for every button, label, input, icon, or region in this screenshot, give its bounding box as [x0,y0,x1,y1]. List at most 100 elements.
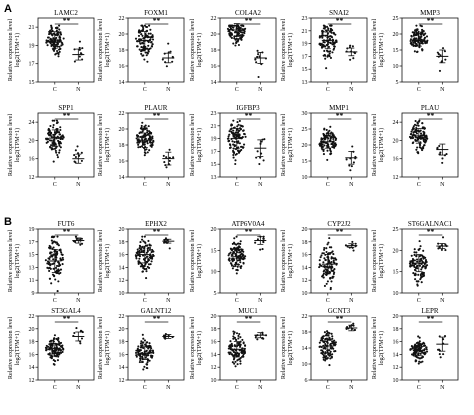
y-tick-label: 14 [119,365,125,371]
chart-muc1: MUC1 Relative expression level log2(TPM+1)… [189,307,277,391]
data-point-c [232,154,235,157]
y-axis-label: Relative expression level [280,317,287,379]
data-point-c [415,348,418,351]
data-point-n [349,169,352,172]
data-point-c [151,38,155,41]
data-point-c [414,269,417,272]
data-point-c [150,256,153,259]
data-point-c [227,347,230,350]
data-point-c [332,141,335,144]
y-tick-label: 6 [305,378,308,384]
data-point-c [136,45,139,48]
data-point-n [73,332,76,335]
chart-title: ST6GALNAC1 [408,220,453,228]
data-point-n [261,248,264,251]
data-point-c [322,252,325,255]
data-point-c [418,240,421,243]
data-point-c [416,146,419,149]
x-tick-label: C [417,385,421,391]
y-tick-label: 10 [302,175,308,181]
data-point-c [421,126,424,129]
data-point-c [50,144,53,147]
data-point-c [141,34,144,37]
data-point-c [57,139,60,142]
data-point-c [411,259,414,262]
data-point-c [142,46,145,49]
data-point-c [239,145,243,148]
y-axis-unit-label: log2(TPM+1) [287,128,294,162]
data-point-c [238,30,241,33]
data-point-c [323,340,326,343]
data-point-c [332,43,335,46]
y-axis-label: Relative expression level [371,230,378,292]
data-point-c [333,339,336,342]
data-point-c [412,125,415,128]
y-tick-label: 17 [29,62,35,68]
data-point-c [322,54,325,57]
y-tick-label: 20 [393,248,399,254]
data-point-c [422,273,425,276]
data-point-c [143,365,146,368]
data-point-c [234,249,237,252]
data-point-c [320,46,324,49]
data-point-c [324,357,327,360]
data-point-c [148,246,152,250]
data-point-n [438,353,441,356]
data-point-c [60,33,63,36]
data-point-c [234,365,237,368]
data-point-c [145,25,148,28]
data-point-c [46,137,49,141]
data-point-n [353,52,357,55]
data-point-n [74,155,77,159]
data-point-c [137,146,140,149]
y-tick-label: 9 [32,291,35,297]
data-point-c [233,247,236,250]
data-point-c [419,137,422,140]
data-point-c [328,246,331,249]
data-point-c [235,152,238,155]
data-point-c [57,343,60,346]
x-tick-label: C [235,87,239,93]
data-point-c [326,243,329,246]
data-point-c [228,24,231,27]
data-point-c [137,350,140,353]
data-point-c [55,151,58,154]
data-point-c [323,25,326,28]
x-tick-label: N [349,87,354,93]
data-point-n [263,138,266,141]
data-point-c [61,253,64,256]
data-point-c [412,352,415,355]
data-point-c [416,280,419,283]
data-point-c [420,345,423,348]
data-point-c [143,265,146,268]
data-point-c [332,275,335,278]
data-point-c [52,123,55,127]
data-point-c [231,354,235,357]
chart-ephx2: EPHX2 Relative expression level log2(TPM+1… [97,220,185,304]
data-point-c [232,129,235,132]
data-point-c [50,43,54,46]
data-point-c [139,135,142,139]
data-point-c [411,31,414,34]
data-point-n [163,241,166,244]
data-point-c [51,141,54,145]
data-point-c [409,265,412,268]
plot-frame [37,315,95,381]
data-point-c [329,125,332,128]
chart-title: IGFBP3 [236,104,260,112]
data-point-c [420,147,423,150]
data-point-c [235,332,239,335]
significance-label: ** [63,111,71,120]
data-point-c [138,250,141,253]
data-point-c [322,356,325,359]
data-point-c [331,353,334,356]
data-point-c [320,352,323,355]
data-point-c [418,37,421,40]
y-tick-label: 22 [119,314,125,320]
y-tick-label: 23 [211,111,217,117]
data-point-c [151,248,154,251]
data-point-c [319,143,322,146]
data-point-c [144,343,147,346]
data-point-c [323,49,326,52]
y-tick-label: 15 [302,159,308,165]
